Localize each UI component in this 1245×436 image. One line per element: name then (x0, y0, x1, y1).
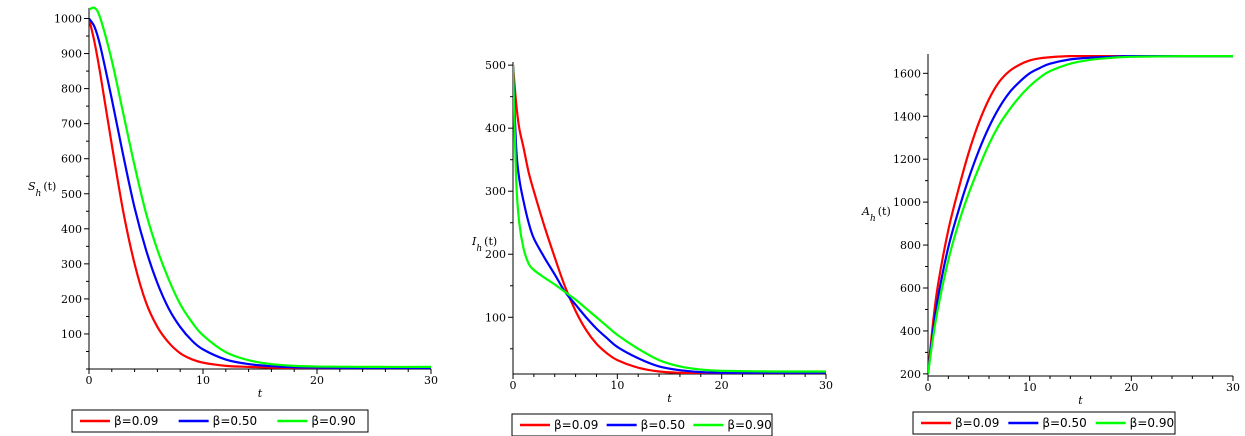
y-tick-label: 400 (61, 223, 82, 236)
chart-panel-infected: 0 10 20 30 100 200 300 400 500 t Ih(t) β=0.09 β=0.50… (471, 59, 833, 436)
y-tick-label: 600 (61, 153, 82, 166)
x-tick-label: 30 (819, 379, 833, 392)
x-tick-label: 20 (715, 379, 729, 392)
x-tick-label: 30 (424, 374, 438, 387)
series-line-2 (513, 65, 826, 374)
y-tick-label: 100 (485, 311, 506, 324)
y-tick-label: 500 (485, 59, 506, 72)
legend-label: β=0.09 (955, 416, 999, 430)
y-tick-label: 500 (61, 188, 82, 201)
y-axis-label: Ah(t) (861, 205, 891, 224)
series-line-1 (513, 65, 826, 374)
y-tick-label: 300 (485, 185, 506, 198)
y-axis-label: Ih(t) (471, 235, 497, 254)
series-line-3 (89, 6, 431, 369)
series-line-2 (928, 55, 1233, 374)
y-tick-label: 600 (900, 282, 921, 295)
x-tick-label: 0 (86, 374, 93, 387)
y-tick-label: 200 (900, 368, 921, 381)
x-tick-label: 0 (510, 379, 517, 392)
y-tick-label: 100 (61, 328, 82, 341)
legend-label: β=0.50 (1042, 416, 1086, 430)
legend-box (511, 413, 773, 436)
x-tick-label: 20 (310, 374, 324, 387)
x-tick-label: 20 (1124, 381, 1138, 394)
y-tick-label: 1000 (54, 13, 82, 26)
x-tick-label: 10 (196, 374, 210, 387)
legend-label: β=0.90 (727, 418, 771, 432)
y-tick-label: 400 (900, 325, 921, 338)
legend: β=0.09 β=0.50 β=0.90 (511, 413, 773, 436)
y-tick-label: 700 (61, 118, 82, 131)
x-axis-label: t (258, 387, 263, 400)
y-tick-label: 1200 (893, 153, 921, 166)
legend-label: β=0.09 (114, 414, 158, 428)
legend-label: β=0.50 (213, 414, 257, 428)
y-axis-label: Sh(t) (28, 180, 56, 199)
series-line-3 (513, 65, 826, 373)
x-axis-label: t (667, 392, 672, 405)
legend-box (71, 409, 369, 433)
chart-panel-susceptible: 0 10 20 30 100 200 300 400 500 600 700 800 900 1000 t S… (28, 6, 438, 433)
x-tick-label: 30 (1226, 381, 1240, 394)
legend-label: β=0.50 (641, 418, 685, 432)
series-line-2 (89, 17, 431, 369)
legend-label: β=0.90 (1130, 416, 1174, 430)
series-line-1 (928, 54, 1233, 374)
legend-label: β=0.09 (554, 418, 598, 432)
y-tick-label: 200 (485, 248, 506, 261)
legend: β=0.09 β=0.50 β=0.90 (71, 409, 369, 433)
x-tick-label: 0 (925, 381, 932, 394)
series-line-3 (928, 55, 1233, 375)
y-tick-label: 400 (485, 122, 506, 135)
x-tick-label: 10 (1023, 381, 1037, 394)
chart-panel-aware: 0 10 20 30 200 400 600 800 1000 1200 1400 1600 t Ah(t… (861, 54, 1240, 435)
legend-box (912, 411, 1176, 435)
y-tick-label: 300 (61, 258, 82, 271)
legend: β=0.09 β=0.50 β=0.90 (912, 411, 1176, 435)
x-tick-label: 10 (610, 379, 624, 392)
y-tick-label: 800 (900, 239, 921, 252)
y-tick-label: 1600 (893, 67, 921, 80)
y-tick-label: 1400 (893, 110, 921, 123)
y-tick-label: 800 (61, 83, 82, 96)
x-axis-label: t (1078, 394, 1083, 407)
legend-label: β=0.90 (311, 414, 355, 428)
y-tick-label: 200 (61, 293, 82, 306)
y-tick-label: 900 (61, 48, 82, 61)
y-tick-label: 1000 (893, 196, 921, 209)
